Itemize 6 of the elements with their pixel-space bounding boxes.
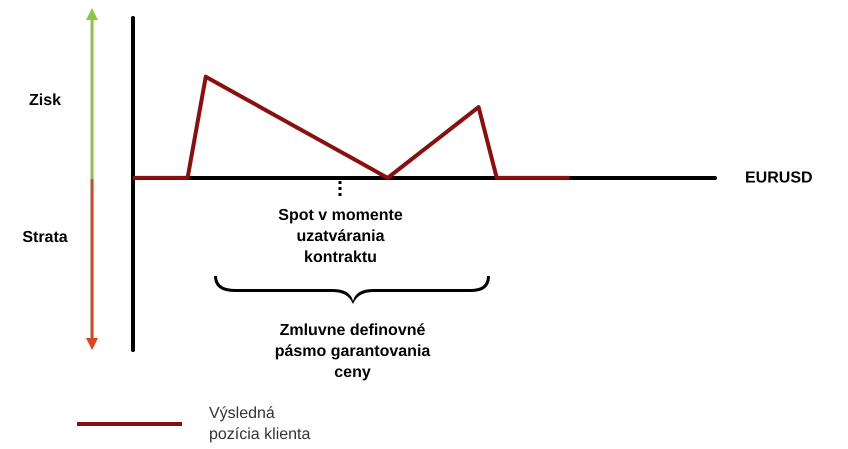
text: Výsledná pozícia klienta (209, 405, 310, 443)
text: Strata (21, 228, 69, 248)
x-axis-title: EURUSD (745, 169, 813, 186)
text: Spot v momente uzatvárania kontraktu (278, 206, 403, 268)
text: Zisk (28, 91, 62, 111)
text: Zmluvne definovné pásmo garantovania ceny (274, 321, 432, 383)
